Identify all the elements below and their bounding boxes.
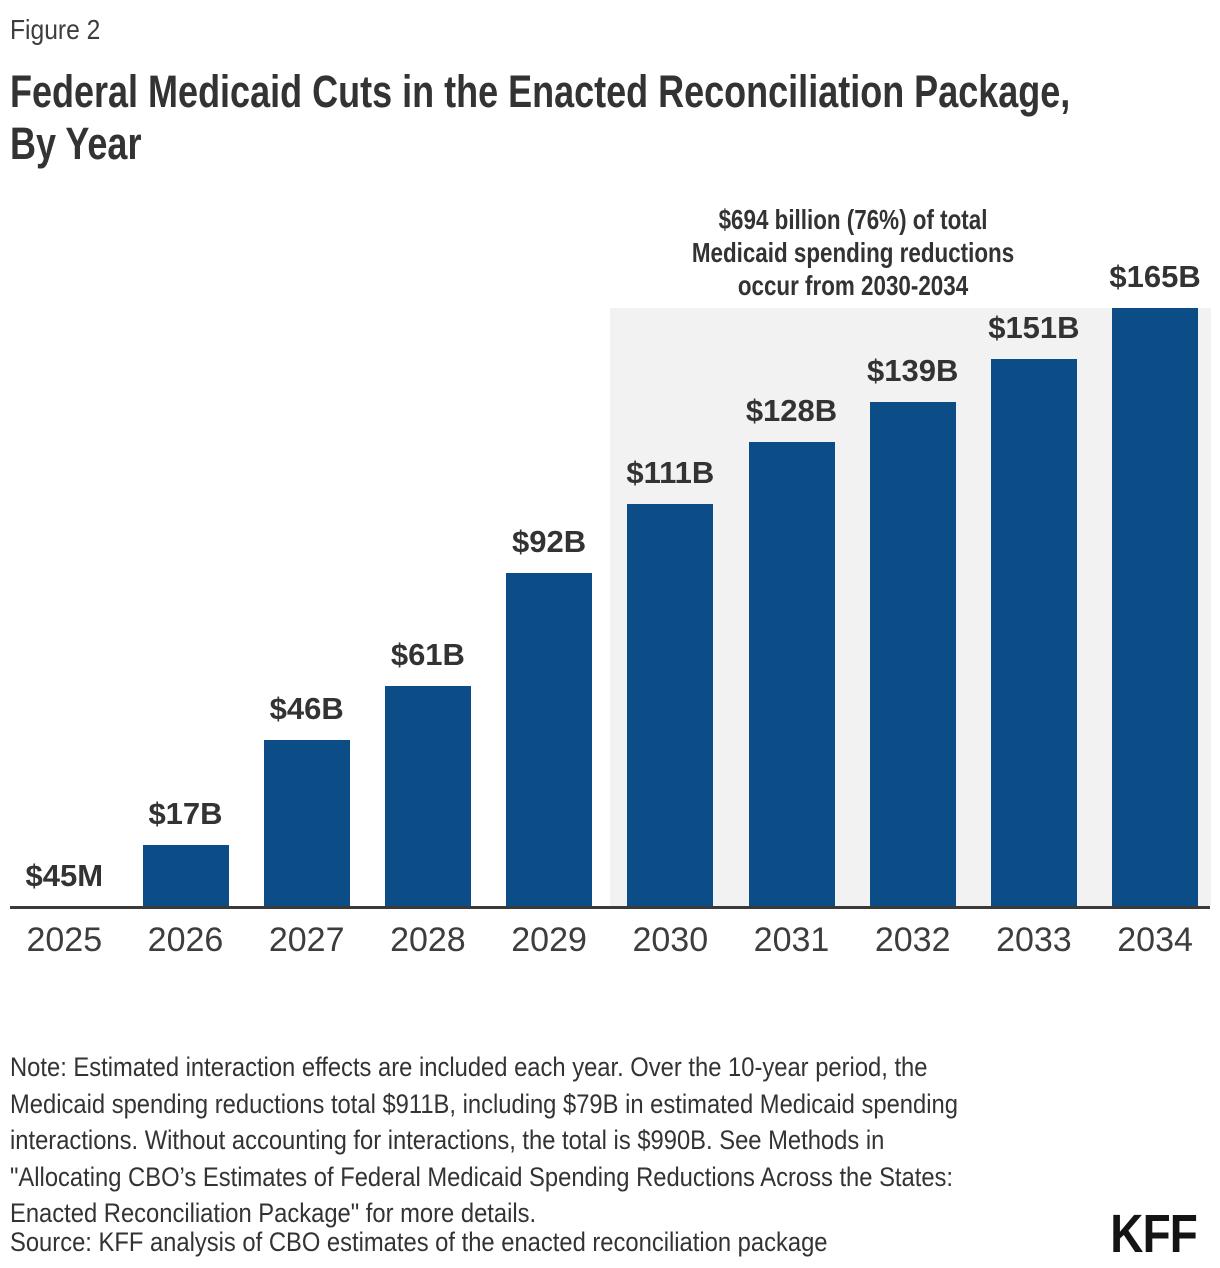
value-label-2026: $17B	[148, 796, 223, 832]
source-text: Source: KFF analysis of CBO estimates of…	[10, 1227, 828, 1257]
note-line-4: "Allocating CBO’s Estimates of Federal M…	[10, 1161, 954, 1192]
x-axis-label-2033: 2033	[996, 921, 1072, 959]
x-axis-label-2028: 2028	[390, 921, 466, 959]
bar-2034	[1112, 308, 1199, 907]
x-axis-label-2031: 2031	[753, 921, 830, 959]
value-label-2030: $111B	[626, 455, 715, 491]
x-axis-label-2026: 2026	[147, 921, 224, 959]
x-axis-label-2029: 2029	[511, 921, 587, 959]
x-axis-label-2025: 2025	[26, 921, 103, 959]
bar-2033	[990, 358, 1077, 907]
bar-2030	[627, 504, 714, 907]
bar-2029	[506, 573, 593, 907]
note-line-5: Enacted Reconciliation Package" for more…	[10, 1198, 537, 1228]
bar-2026	[142, 845, 229, 907]
page-title: Federal Medicaid Cuts in the Enacted Rec…	[10, 66, 1220, 170]
note-line-2: Medicaid spending reductions total $911B…	[10, 1088, 958, 1119]
value-label-2031: $128B	[745, 393, 838, 429]
value-label-2029: $92B	[512, 524, 587, 560]
highlight-annotation: $694 billion (76%) of total Medicaid spe…	[603, 203, 1103, 302]
value-label-2027: $46B	[269, 691, 344, 727]
bar-2027	[263, 740, 350, 907]
highlight-annotation-line-2: Medicaid spending reductions	[691, 237, 1015, 268]
bar-2032	[869, 402, 956, 907]
bar-2028	[384, 685, 471, 907]
highlight-annotation-line-1: $694 billion (76%) of total	[718, 204, 988, 235]
x-axis-label-2030: 2030	[632, 921, 709, 959]
bar-2031	[748, 442, 835, 907]
x-axis-line	[10, 906, 1210, 909]
page-title-line-2: By Year	[10, 118, 142, 169]
page-title-line-1: Federal Medicaid Cuts in the Enacted Rec…	[10, 66, 1071, 117]
value-label-2033: $151B	[988, 309, 1080, 345]
highlight-annotation-line-3: occur from 2030-2034	[737, 270, 969, 301]
value-label-2034: $165B	[1109, 259, 1201, 295]
value-label-2028: $61B	[390, 636, 465, 672]
note-line-3: interactions. Without accounting for int…	[10, 1125, 885, 1155]
figure-label: Figure 2	[10, 14, 101, 45]
value-label-2032: $139B	[867, 353, 959, 389]
x-axis-label-2032: 2032	[874, 921, 951, 959]
note-text: Note: Estimated interaction effects are …	[10, 1049, 1087, 1232]
x-axis-label-2027: 2027	[268, 921, 345, 959]
value-label-2025: $45M	[25, 857, 104, 893]
x-axis-label-2034: 2034	[1117, 921, 1193, 959]
note-line-1: Note: Estimated interaction effects are …	[10, 1052, 928, 1082]
kff-logo: KFF	[1110, 1204, 1198, 1264]
